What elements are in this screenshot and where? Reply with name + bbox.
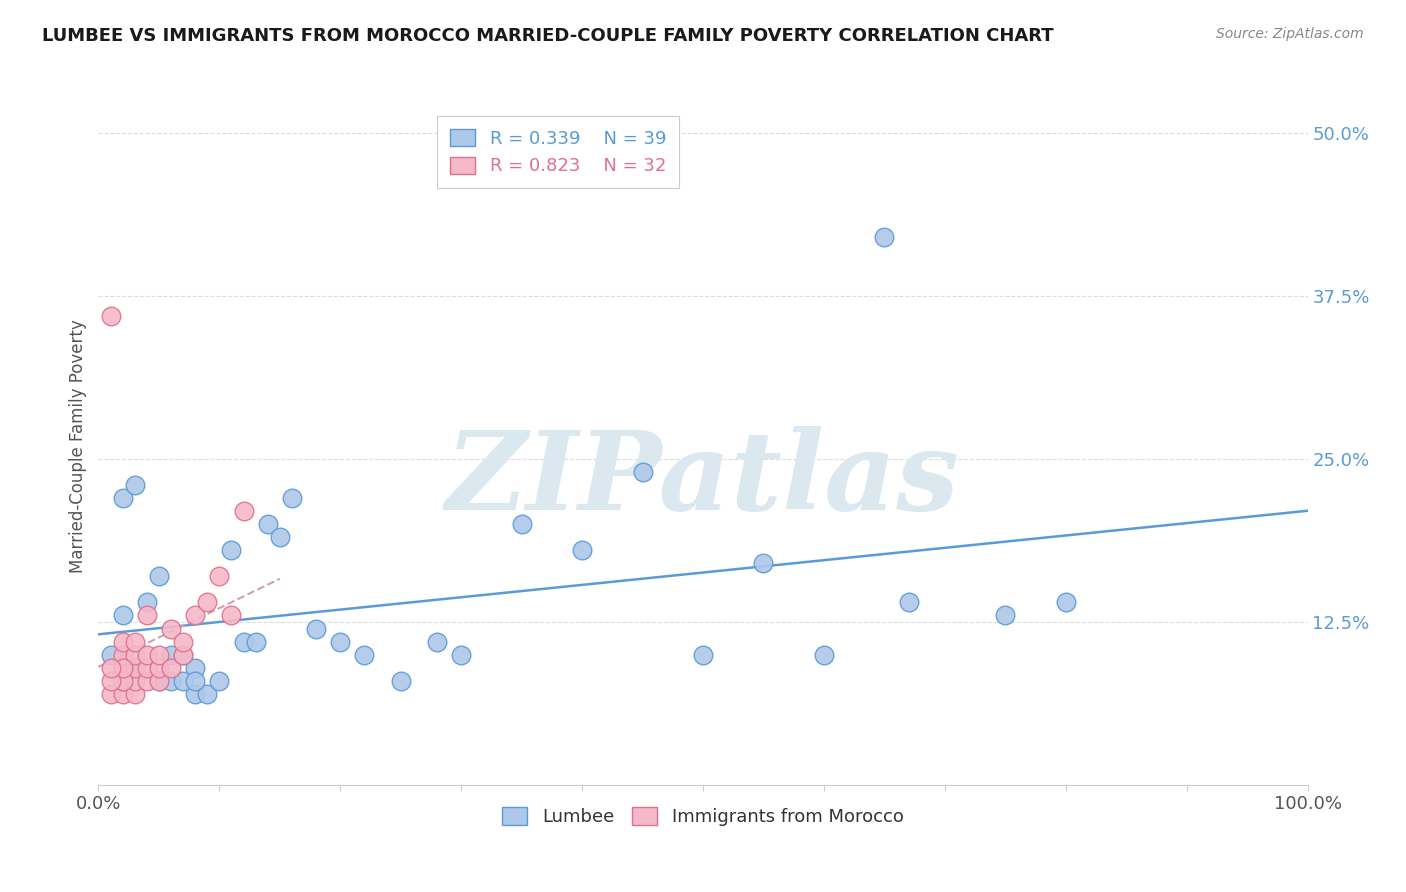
Point (245, 634, 267, 648)
Point (184, 687, 207, 701)
Point (124, 673, 146, 688)
Point (510, 517, 533, 532)
Point (135, 595, 157, 609)
Point (172, 634, 194, 648)
Point (124, 660, 146, 674)
Point (172, 673, 194, 688)
Point (281, 491, 304, 505)
Point (232, 504, 254, 518)
Point (1054, 595, 1077, 609)
Point (897, 595, 920, 609)
Point (111, 660, 134, 674)
Point (135, 660, 157, 674)
Point (232, 634, 254, 648)
Point (450, 648, 472, 662)
Text: LUMBEE VS IMMIGRANTS FROM MOROCCO MARRIED-COUPLE FAMILY POVERTY CORRELATION CHAR: LUMBEE VS IMMIGRANTS FROM MOROCCO MARRIE… (42, 27, 1054, 45)
Point (994, 608, 1017, 623)
Point (124, 660, 146, 674)
Point (692, 648, 714, 662)
Point (100, 673, 122, 688)
Point (195, 687, 218, 701)
Point (813, 648, 835, 662)
Point (269, 530, 291, 544)
Point (353, 648, 375, 662)
Point (124, 478, 146, 492)
Point (256, 517, 278, 532)
Point (100, 660, 122, 674)
Point (111, 491, 134, 505)
Point (160, 622, 183, 636)
Point (100, 687, 122, 701)
Point (172, 648, 194, 662)
Point (148, 673, 170, 688)
Point (184, 608, 207, 623)
Point (135, 648, 157, 662)
Point (752, 557, 775, 571)
Point (124, 687, 146, 701)
Point (111, 608, 134, 623)
Point (148, 569, 170, 583)
Text: Source: ZipAtlas.com: Source: ZipAtlas.com (1216, 27, 1364, 41)
Point (148, 673, 170, 688)
Text: ZIPatlas: ZIPatlas (446, 426, 960, 533)
Point (571, 543, 593, 558)
Point (100, 309, 122, 323)
Point (160, 660, 183, 674)
Point (172, 648, 194, 662)
Point (111, 648, 134, 662)
Point (426, 634, 449, 648)
Point (135, 608, 157, 623)
Point (184, 673, 207, 688)
Point (329, 634, 352, 648)
Point (111, 634, 134, 648)
Point (208, 673, 231, 688)
Point (208, 569, 231, 583)
Point (160, 673, 183, 688)
Point (195, 595, 218, 609)
Point (184, 660, 207, 674)
Point (111, 673, 134, 688)
Point (111, 687, 134, 701)
Point (124, 634, 146, 648)
Point (389, 673, 412, 688)
Point (305, 622, 328, 636)
Point (221, 608, 243, 623)
Point (100, 648, 122, 662)
Point (221, 543, 243, 558)
Point (124, 648, 146, 662)
Point (873, 230, 896, 244)
Point (160, 648, 183, 662)
Y-axis label: Married-Couple Family Poverty: Married-Couple Family Poverty (69, 319, 87, 573)
Point (148, 648, 170, 662)
Legend: Lumbee, Immigrants from Morocco: Lumbee, Immigrants from Morocco (491, 797, 915, 837)
Point (631, 465, 654, 479)
Point (135, 673, 157, 688)
Point (111, 660, 134, 674)
Point (148, 660, 170, 674)
Point (111, 673, 134, 688)
